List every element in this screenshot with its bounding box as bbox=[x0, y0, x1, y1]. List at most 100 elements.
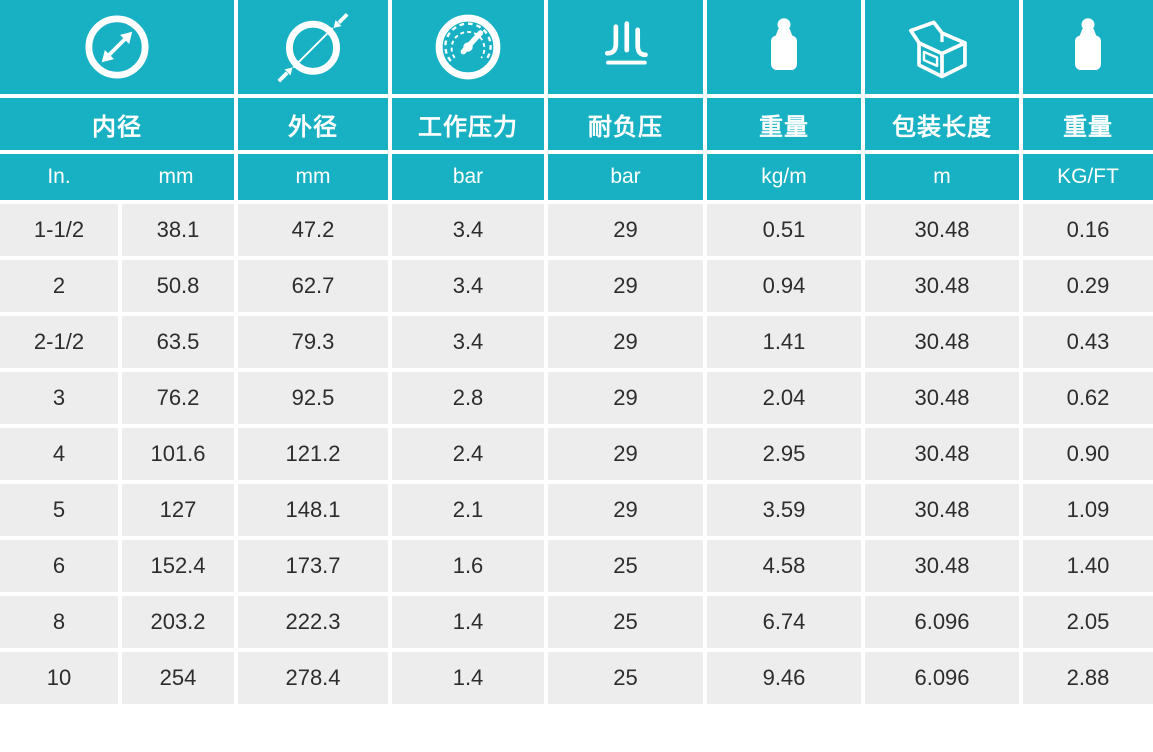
table-cell: 1-1/2 bbox=[0, 204, 118, 256]
header-icon-cell-outer-diameter bbox=[238, 0, 388, 94]
table-cell: 30.48 bbox=[865, 204, 1019, 256]
table-cell: 0.94 bbox=[707, 260, 861, 312]
table-cell: 29 bbox=[548, 484, 703, 536]
table-cell: 38.1 bbox=[122, 204, 234, 256]
table-cell: 2.95 bbox=[707, 428, 861, 480]
table-cell: 1.6 bbox=[392, 540, 544, 592]
table-cell: 1.41 bbox=[707, 316, 861, 368]
vacuum-icon bbox=[604, 21, 648, 65]
table-cell: 2.4 bbox=[392, 428, 544, 480]
table-cell: 30.48 bbox=[865, 316, 1019, 368]
table-cell: 6.096 bbox=[865, 652, 1019, 704]
table-cell: 254 bbox=[122, 652, 234, 704]
table-cell: 30.48 bbox=[865, 260, 1019, 312]
unit-header-weight: kg/m bbox=[707, 154, 861, 200]
table-cell: 63.5 bbox=[122, 316, 234, 368]
outer-diameter-icon bbox=[277, 12, 349, 83]
table-cell: 8 bbox=[0, 596, 118, 648]
pressure-gauge-icon bbox=[435, 14, 501, 80]
table-cell: 278.4 bbox=[238, 652, 388, 704]
table-cell: 173.7 bbox=[238, 540, 388, 592]
table-cell: 3.4 bbox=[392, 260, 544, 312]
unit-header-weight-ft: KG/FT bbox=[1023, 154, 1153, 200]
header-icon-cell-working-pressure bbox=[392, 0, 544, 94]
column-header-vacuum: 耐负压 bbox=[548, 98, 703, 150]
table-cell: 2.05 bbox=[1023, 596, 1153, 648]
table-cell: 0.43 bbox=[1023, 316, 1153, 368]
table-cell: 76.2 bbox=[122, 372, 234, 424]
table-cell: 30.48 bbox=[865, 372, 1019, 424]
table-cell: 29 bbox=[548, 316, 703, 368]
header-icon-cell-inner-diameter bbox=[0, 0, 234, 94]
table-cell: 25 bbox=[548, 540, 703, 592]
table-cell: 29 bbox=[548, 260, 703, 312]
header-icon-cell-weight-ft bbox=[1023, 0, 1153, 94]
table-cell: 6.096 bbox=[865, 596, 1019, 648]
table-cell: 2 bbox=[0, 260, 118, 312]
table-cell: 6.74 bbox=[707, 596, 861, 648]
table-cell: 30.48 bbox=[865, 484, 1019, 536]
column-header-weight-ft: 重量 bbox=[1023, 98, 1153, 150]
table-cell: 2.04 bbox=[707, 372, 861, 424]
spec-table: 内径 外径 工作压力 耐负压 重量 包装长度 重量 In. mm mm bar … bbox=[0, 0, 1153, 704]
header-icon-cell-package-length bbox=[865, 0, 1019, 94]
table-cell: 4.58 bbox=[707, 540, 861, 592]
table-cell: 1.4 bbox=[392, 652, 544, 704]
table-cell: 0.29 bbox=[1023, 260, 1153, 312]
weight-icon bbox=[771, 18, 797, 71]
table-cell: 29 bbox=[548, 372, 703, 424]
table-cell: 127 bbox=[122, 484, 234, 536]
unit-header-inner-diameter: In. mm bbox=[0, 154, 234, 200]
table-cell: 101.6 bbox=[122, 428, 234, 480]
table-cell: 4 bbox=[0, 428, 118, 480]
table-cell: 3.4 bbox=[392, 316, 544, 368]
column-header-working-pressure: 工作压力 bbox=[392, 98, 544, 150]
table-cell: 1.09 bbox=[1023, 484, 1153, 536]
table-cell: 47.2 bbox=[238, 204, 388, 256]
table-cell: 9.46 bbox=[707, 652, 861, 704]
unit-label-mm: mm bbox=[158, 165, 194, 188]
column-header-weight: 重量 bbox=[707, 98, 861, 150]
unit-header-vacuum: bar bbox=[548, 154, 703, 200]
table-cell: 0.62 bbox=[1023, 372, 1153, 424]
package-box-icon bbox=[908, 20, 967, 79]
table-cell: 30.48 bbox=[865, 540, 1019, 592]
table-cell: 152.4 bbox=[122, 540, 234, 592]
unit-label-in: In. bbox=[47, 165, 71, 188]
table-cell: 2.88 bbox=[1023, 652, 1153, 704]
unit-header-outer-diameter: mm bbox=[238, 154, 388, 200]
unit-header-package-length: m bbox=[865, 154, 1019, 200]
table-cell: 1.40 bbox=[1023, 540, 1153, 592]
table-cell: 5 bbox=[0, 484, 118, 536]
table-cell: 203.2 bbox=[122, 596, 234, 648]
table-cell: 25 bbox=[548, 652, 703, 704]
column-header-outer-diameter: 外径 bbox=[238, 98, 388, 150]
column-header-inner-diameter: 内径 bbox=[0, 98, 234, 150]
table-cell: 29 bbox=[548, 204, 703, 256]
table-cell: 121.2 bbox=[238, 428, 388, 480]
inner-diameter-icon bbox=[85, 15, 149, 79]
weight-icon bbox=[1075, 18, 1101, 71]
table-cell: 6 bbox=[0, 540, 118, 592]
column-header-package-length: 包装长度 bbox=[865, 98, 1019, 150]
table-cell: 79.3 bbox=[238, 316, 388, 368]
table-cell: 2.1 bbox=[392, 484, 544, 536]
table-cell: 2-1/2 bbox=[0, 316, 118, 368]
table-cell: 3.4 bbox=[392, 204, 544, 256]
table-cell: 10 bbox=[0, 652, 118, 704]
header-icon-cell-weight bbox=[707, 0, 861, 94]
table-cell: 2.8 bbox=[392, 372, 544, 424]
table-cell: 92.5 bbox=[238, 372, 388, 424]
table-cell: 30.48 bbox=[865, 428, 1019, 480]
table-cell: 50.8 bbox=[122, 260, 234, 312]
table-cell: 0.51 bbox=[707, 204, 861, 256]
table-cell: 0.16 bbox=[1023, 204, 1153, 256]
table-cell: 1.4 bbox=[392, 596, 544, 648]
table-cell: 0.90 bbox=[1023, 428, 1153, 480]
table-cell: 25 bbox=[548, 596, 703, 648]
unit-header-working-pressure: bar bbox=[392, 154, 544, 200]
header-icon-cell-vacuum bbox=[548, 0, 703, 94]
table-cell: 29 bbox=[548, 428, 703, 480]
table-cell: 3 bbox=[0, 372, 118, 424]
